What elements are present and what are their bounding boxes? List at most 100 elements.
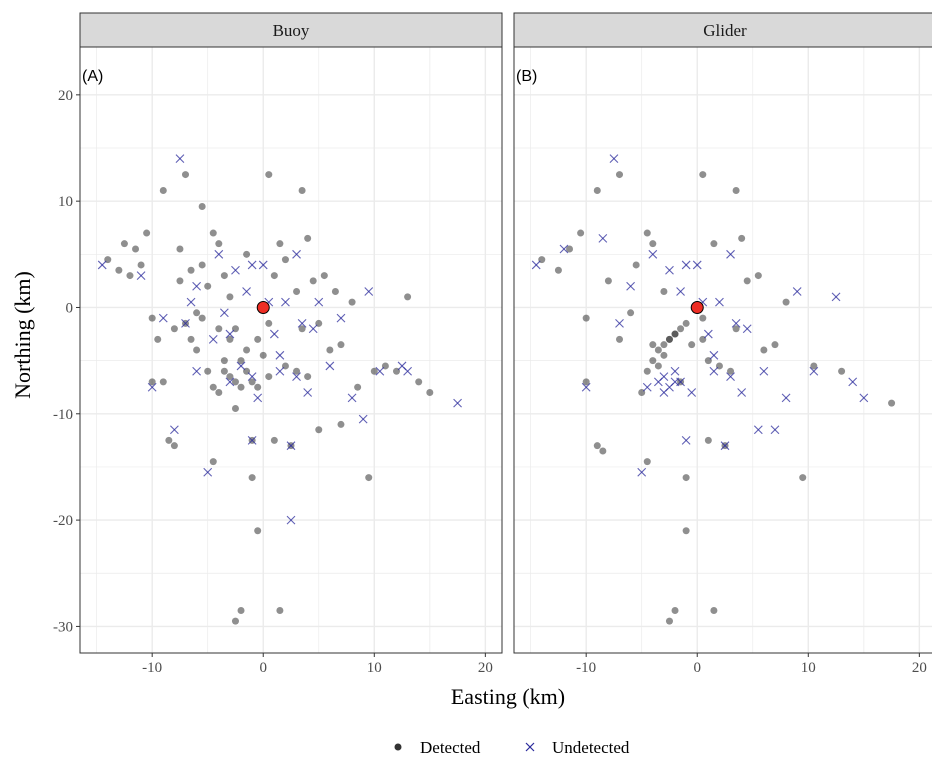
undetected-point [236, 361, 246, 371]
undetected-point [665, 265, 674, 275]
undetected-point [364, 287, 374, 296]
detected-point [265, 171, 273, 179]
detected-point [293, 367, 301, 375]
detected-point [838, 367, 846, 375]
undetected-point [559, 244, 569, 254]
undetected-point [275, 350, 285, 360]
detected-point [193, 309, 201, 317]
undetected-point [231, 265, 240, 275]
undetected-point [609, 154, 619, 164]
y-axis-title: Northing (km) [10, 271, 35, 399]
undetected-point [670, 366, 680, 376]
y-tick-label: -20 [53, 513, 73, 529]
undetected-point [453, 398, 462, 408]
detected-point [220, 357, 228, 365]
undetected-point [792, 287, 802, 296]
undetected-point [170, 425, 179, 435]
undetected-point [692, 260, 702, 270]
undetected-point [247, 260, 257, 270]
undetected-point [286, 441, 296, 451]
detected-point [143, 229, 151, 237]
detected-point [265, 373, 273, 381]
undetected-point [581, 382, 591, 392]
detected-point [132, 245, 140, 253]
undetected-point [136, 271, 146, 280]
detected-point [304, 373, 312, 381]
detected-point [643, 458, 651, 466]
detected-point [237, 383, 245, 391]
undetected-point [186, 297, 196, 307]
undetected-point [676, 287, 685, 296]
detected-point [120, 240, 128, 248]
x-axis-title: Easting (km) [451, 684, 565, 709]
detected-point [204, 282, 212, 290]
panel-background [514, 47, 932, 653]
undetected-point [258, 260, 268, 270]
panel-background [80, 47, 502, 653]
undetected-point [303, 388, 313, 397]
undetected-point [726, 372, 735, 381]
undetected-point [531, 260, 541, 270]
detected-point [265, 319, 273, 327]
panels-layer: Buoy (A) -10 0 10 20 20 10 0 -10 -20 -30 Glider (B) -1… [53, 12, 932, 676]
undetected-point [275, 366, 285, 376]
detected-point [215, 325, 223, 333]
detected-point [187, 266, 195, 274]
undetected-point [247, 435, 257, 445]
detected-point [810, 362, 818, 370]
undetected-point [208, 334, 218, 344]
detected-point [699, 171, 707, 179]
undetected-point [158, 313, 168, 323]
data-points [97, 154, 462, 625]
detected-point [320, 272, 328, 280]
detected-point [660, 351, 668, 359]
undetected-point [203, 467, 213, 477]
detected-point [148, 314, 156, 322]
undetected-point [336, 313, 346, 323]
detected-point [254, 383, 262, 391]
undetected-point [715, 297, 724, 307]
undetected-point [648, 249, 658, 259]
y-tick-label: -10 [53, 407, 73, 423]
detected-point [298, 325, 306, 333]
legend-label-undetected: Undetected [552, 738, 630, 757]
detected-point [176, 277, 184, 285]
detected-point [616, 171, 623, 179]
detected-point [732, 187, 740, 195]
detected-point [276, 606, 284, 614]
detected-point [404, 293, 412, 301]
undetected-point [720, 441, 730, 451]
detected-point [682, 474, 690, 482]
facet-strip [79, 12, 503, 48]
undetected-point [292, 249, 301, 259]
undetected-point [225, 377, 235, 387]
detected-point [354, 383, 362, 391]
undetected-point [308, 324, 318, 334]
detected-point [649, 240, 657, 248]
detected-point [370, 367, 378, 375]
detected-point [276, 240, 284, 248]
detected-point [231, 617, 239, 625]
detected-point [671, 606, 679, 614]
x-tick-label: 20 [478, 660, 493, 676]
undetected-point [859, 393, 869, 403]
detected-point [738, 234, 746, 242]
undetected-point [325, 361, 335, 371]
detected-point [699, 314, 707, 322]
detected-point [326, 346, 334, 354]
detected-point [270, 436, 278, 444]
detected-point [754, 272, 762, 280]
x-tick-label: 0 [259, 660, 267, 676]
legend-key-undetected [525, 742, 535, 752]
detected-point [220, 367, 228, 375]
undetected-point [731, 319, 741, 328]
detected-point [593, 187, 601, 195]
detected-point [710, 240, 718, 248]
detected-point [243, 346, 251, 354]
y-tick-label: -30 [53, 619, 73, 635]
undetected-point [742, 324, 752, 334]
detected-point [198, 261, 206, 269]
detected-point [159, 187, 167, 195]
detected-point [231, 404, 239, 412]
detected-point [231, 378, 239, 386]
